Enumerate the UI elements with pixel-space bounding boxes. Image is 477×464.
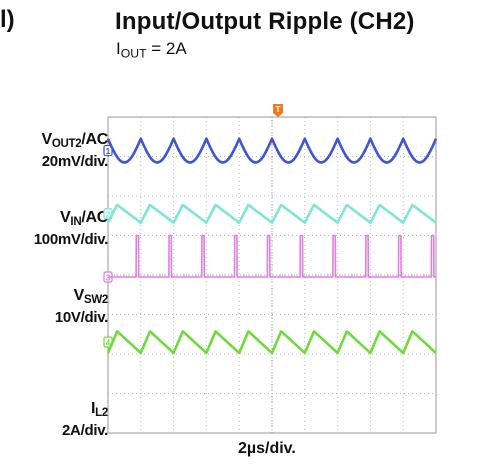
subtitle-sub: OUT <box>120 46 147 61</box>
vout2-label: VOUT2/AC 20mV/div. <box>41 131 109 171</box>
vsw2-scale: 10V/div. <box>54 309 108 327</box>
trigger-icon <box>273 104 283 117</box>
trace-vsw2 <box>107 234 437 278</box>
trace-vout2 <box>106 137 438 164</box>
chart-subtitle: IOUT = 2A <box>116 39 187 60</box>
il2-label: IL2 2A/div. <box>62 400 108 440</box>
trigger-marker: T <box>273 104 283 117</box>
vin-label: VIN/AC 100mV/div. <box>33 209 109 249</box>
channel-marker-label: 4 <box>106 339 111 348</box>
trigger-label: T <box>276 105 281 114</box>
channel-marker-label: 2 <box>106 210 111 219</box>
traces <box>106 137 438 355</box>
chart-title: Input/Output Ripple (CH2) <box>115 8 415 35</box>
plot-grid <box>107 116 437 434</box>
vin-scale: 100mV/div. <box>33 231 109 249</box>
x-axis-label: 2µs/div. <box>238 440 296 457</box>
channel-marker-label: 3 <box>106 273 111 282</box>
channel-marker-1 <box>103 144 113 157</box>
vsw2-label: VSW2 10V/div. <box>54 287 108 327</box>
figure-tag: l) <box>0 6 15 33</box>
trace-il2 <box>106 330 438 355</box>
channel-marker-label: 1 <box>106 147 111 156</box>
vout2-scale: 20mV/div. <box>41 153 109 171</box>
trace-vin <box>106 203 438 224</box>
subtitle-main: I <box>116 39 121 58</box>
subtitle-rest: = 2A <box>146 39 187 58</box>
il2-scale: 2A/div. <box>62 422 108 440</box>
